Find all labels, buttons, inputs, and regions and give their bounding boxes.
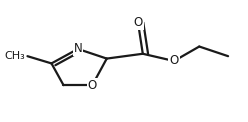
Text: O: O (169, 55, 179, 67)
Text: N: N (74, 42, 82, 55)
Text: CH₃: CH₃ (4, 51, 25, 61)
Text: O: O (133, 16, 143, 29)
Text: O: O (88, 79, 97, 92)
